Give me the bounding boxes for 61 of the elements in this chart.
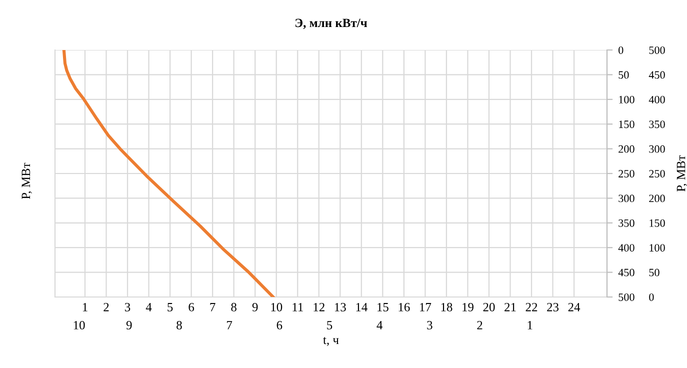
x-tick-label: 19 [462,302,474,312]
y-tick-label: 500 [649,46,665,54]
y-tick-label: 100 [650,244,665,252]
x-tick-label: 9 [252,302,258,312]
x-tick-label: 21 [504,302,516,312]
x-tick-label: 2 [104,302,109,312]
x-axis-title: t, ч [323,336,339,346]
y-tick-label: 400 [648,96,665,104]
x2-tick-label: 6 [276,321,282,330]
x-tick-label: 22 [526,302,538,312]
x-tick-label: 14 [356,302,368,312]
x-tick-label: 8 [231,302,236,312]
y-axis-title: P, МВт [676,155,687,192]
x-tick-label: 24 [568,302,580,312]
x-tick-label: 18 [441,302,452,312]
x-tick-label: 15 [378,302,388,312]
y2-tick-label: 400 [618,244,634,252]
x-tick-label: 3 [124,302,130,312]
y-tick-label: 50 [649,268,660,276]
y-tick-label: 450 [648,71,665,79]
x2-tick-label: 3 [427,321,432,330]
y2-tick-label: 250 [618,170,634,178]
x-tick-label: 7 [210,303,216,312]
text: P, МВт [22,162,32,200]
x2-tick-label: 5 [327,321,332,330]
y-tick-label: 200 [649,194,665,202]
x2-tick-label: 9 [126,321,132,330]
y2-tick-label: 50 [618,71,629,79]
x-tick-label: 13 [334,302,346,312]
x-tick-label: 12 [314,302,324,312]
x2-tick-label: 4 [376,321,383,330]
y2-tick-label: 200 [618,145,634,153]
y2-tick-label: 100 [619,96,634,104]
x-tick-label: 6 [188,302,194,312]
x-tick-label: 5 [168,303,173,312]
x-tick-label: 23 [547,302,559,312]
x-tick-label: 1 [82,302,88,312]
x-tick-label: 10 [271,302,282,312]
y-tick-label: 300 [649,145,665,153]
y2-tick-label: 300 [618,194,634,202]
y-tick-label: 0 [649,293,654,301]
x-tick-label: 11 [292,302,303,312]
x2-tick-label: 10 [74,320,85,330]
chart-title: Э, млн кВт/ч [295,18,368,29]
y-tick-label: 150 [650,219,665,227]
x2-tick-label: 2 [477,321,482,330]
y2-tick-label: 500 [618,293,634,301]
y2-tick-label: 0 [618,46,624,54]
y-tick-label: 250 [649,170,665,178]
y2-tick-label: 350 [618,219,634,227]
x-tick-label: 4 [146,303,152,312]
x-tick-label: 20 [483,302,495,312]
line-series [62,50,275,297]
y2-tick-label: 150 [619,120,634,128]
x2-tick-label: 1 [528,321,532,330]
x-tick-label: 17 [420,302,432,312]
y2-tick-label: 450 [618,268,634,276]
x-tick-label: 16 [398,302,410,312]
x2-tick-label: 7 [227,321,232,330]
x2-tick-label: 8 [176,320,182,330]
y-tick-label: 350 [649,120,665,128]
